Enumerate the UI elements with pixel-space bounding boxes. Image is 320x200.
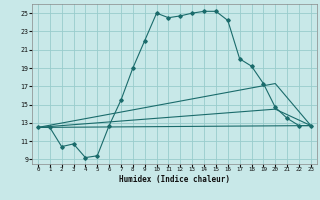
X-axis label: Humidex (Indice chaleur): Humidex (Indice chaleur) bbox=[119, 175, 230, 184]
